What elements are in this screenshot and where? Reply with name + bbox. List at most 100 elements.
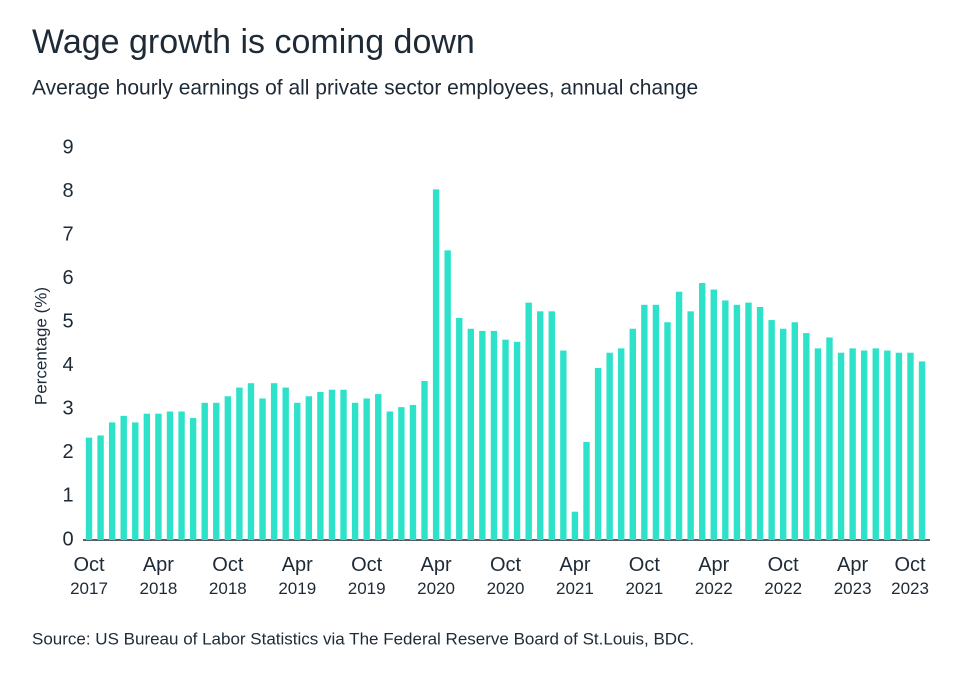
bar: [409, 404, 417, 540]
bar: [560, 350, 567, 540]
bar: [132, 422, 139, 540]
bar: [652, 304, 660, 540]
bar: [236, 387, 243, 540]
bar: [247, 383, 255, 540]
y-tick-label: 4: [62, 354, 73, 376]
bar: [386, 411, 394, 540]
bar: [432, 189, 440, 540]
bar: [756, 306, 764, 540]
bar: [120, 415, 127, 540]
bar: [97, 435, 104, 540]
bar: [375, 394, 382, 540]
x-tick-label: Oct 2018: [209, 554, 247, 598]
bar: [571, 511, 579, 540]
bar: [502, 339, 509, 540]
bar: [340, 389, 347, 540]
bar: [594, 367, 602, 540]
bar: [537, 311, 544, 540]
bar: [860, 350, 868, 540]
bar: [421, 381, 428, 540]
bar: [513, 341, 521, 540]
bar: [629, 328, 636, 540]
bar: [872, 348, 879, 540]
bar: [768, 320, 775, 540]
bar: [143, 413, 151, 540]
bar: [675, 291, 683, 540]
x-tick-label: Apr 2019: [278, 554, 316, 598]
x-tick-label: Oct 2019: [348, 554, 386, 598]
bar: [155, 413, 162, 540]
bar: [826, 337, 833, 540]
bar: [490, 330, 498, 540]
chart-subtitle: Average hourly earnings of all private s…: [32, 77, 698, 100]
bar: [444, 250, 451, 540]
y-tick-label: 5: [62, 311, 73, 333]
x-tick-label: Oct 2023: [891, 554, 929, 598]
bar: [351, 402, 359, 540]
bar: [641, 304, 648, 540]
bar: [687, 311, 694, 540]
bar: [895, 352, 903, 540]
source-note: Source: US Bureau of Labor Statistics vi…: [32, 629, 694, 648]
bar: [213, 402, 220, 540]
bar: [178, 411, 185, 540]
bar: [305, 396, 313, 540]
bar: [583, 442, 590, 540]
bar: [201, 402, 208, 540]
bar: [270, 383, 278, 540]
bar: [699, 283, 706, 540]
bar: [722, 300, 729, 540]
x-tick-label: Apr 2018: [140, 554, 178, 598]
y-tick-label: 8: [62, 180, 73, 202]
bar: [189, 418, 197, 540]
bar: [837, 352, 845, 540]
y-tick-label: 1: [62, 485, 73, 507]
bar: [907, 352, 914, 540]
x-tick-label: Apr 2022: [695, 554, 733, 598]
x-tick-label: Apr 2023: [834, 554, 872, 598]
y-tick-label: 9: [62, 136, 73, 158]
bar: [282, 387, 289, 540]
bar: [780, 328, 787, 540]
x-tick-label: Oct 2022: [764, 554, 802, 598]
bar: [166, 411, 174, 540]
x-tick-label: Oct 2017: [70, 554, 108, 598]
bar: [467, 328, 475, 540]
bar: [363, 398, 370, 540]
bar: [791, 322, 798, 540]
y-tick-label: 6: [62, 267, 73, 289]
y-axis-label: Percentage (%): [31, 287, 50, 405]
bar: [710, 289, 717, 540]
bar: [294, 402, 301, 540]
y-tick-label: 7: [62, 223, 73, 245]
bar: [745, 302, 752, 540]
x-tick-label: Oct 2020: [487, 554, 525, 598]
y-tick-label: 2: [62, 441, 73, 463]
x-tick-label: Oct 2021: [625, 554, 663, 598]
bar: [803, 333, 810, 540]
bar: [814, 348, 822, 540]
x-tick-label: Apr 2021: [556, 554, 594, 598]
bar: [479, 330, 486, 540]
y-tick-label: 0: [62, 528, 73, 550]
bar: [548, 311, 555, 540]
bar: [328, 389, 336, 540]
bar: [85, 437, 93, 540]
bar: [606, 352, 613, 540]
bar: [884, 350, 891, 540]
bar: [525, 302, 532, 540]
bar: [317, 391, 324, 540]
bar: [224, 396, 232, 540]
bar: [618, 348, 625, 540]
bar: [398, 407, 405, 540]
bar: [259, 398, 266, 540]
chart-title: Wage growth is coming down: [32, 23, 475, 61]
bar: [456, 317, 463, 540]
bar: [108, 422, 116, 540]
x-tick-label: Apr 2020: [417, 554, 455, 598]
bar: [918, 361, 926, 540]
bar: [733, 304, 741, 540]
bar: [664, 322, 671, 540]
y-tick-label: 3: [62, 398, 73, 420]
